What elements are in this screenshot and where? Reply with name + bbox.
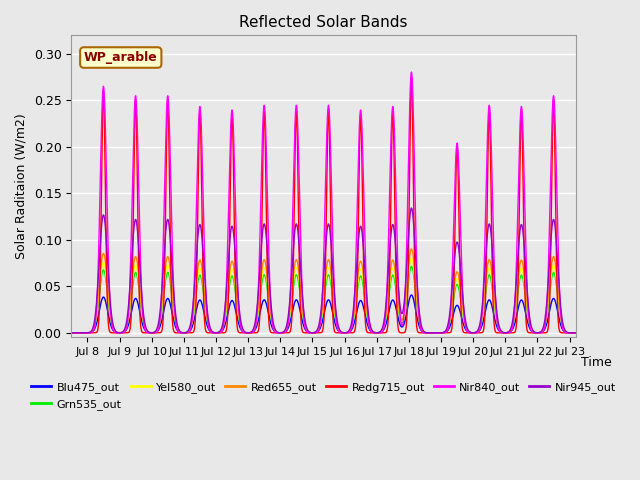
Grn535_out xyxy=(388,273,396,279)
Red655_out xyxy=(67,330,75,336)
Yel580_out xyxy=(408,255,415,261)
Line: Nir945_out: Nir945_out xyxy=(71,208,576,333)
Red655_out xyxy=(93,309,100,314)
Blu475_out xyxy=(366,327,374,333)
Yel580_out xyxy=(366,324,374,330)
Grn535_out xyxy=(442,329,449,335)
Redg715_out xyxy=(572,330,580,336)
Red655_out xyxy=(250,326,258,332)
Line: Grn535_out: Grn535_out xyxy=(71,266,576,333)
Blu475_out xyxy=(67,330,75,336)
Nir840_out xyxy=(366,326,374,332)
Yel580_out xyxy=(442,329,449,335)
Redg715_out xyxy=(388,127,396,132)
Grn535_out xyxy=(250,327,258,333)
Title: Reflected Solar Bands: Reflected Solar Bands xyxy=(239,15,408,30)
Grn535_out xyxy=(67,330,75,336)
Nir945_out xyxy=(408,205,415,211)
Red655_out xyxy=(468,330,476,336)
Nir840_out xyxy=(250,328,258,334)
Nir945_out xyxy=(442,328,449,334)
Blu475_out xyxy=(93,320,100,326)
Grn535_out xyxy=(468,330,476,336)
Blu475_out xyxy=(408,292,415,298)
X-axis label: Time: Time xyxy=(581,356,612,369)
Line: Nir840_out: Nir840_out xyxy=(71,72,576,333)
Redg715_out xyxy=(67,330,75,336)
Nir945_out xyxy=(572,330,580,336)
Text: WP_arable: WP_arable xyxy=(84,51,157,64)
Yel580_out xyxy=(468,330,476,336)
Blu475_out xyxy=(442,329,449,335)
Line: Red655_out: Red655_out xyxy=(71,249,576,333)
Nir945_out xyxy=(93,299,100,304)
Redg715_out xyxy=(468,330,476,336)
Nir945_out xyxy=(67,330,75,336)
Blu475_out xyxy=(468,330,476,336)
Line: Yel580_out: Yel580_out xyxy=(71,258,576,333)
Blu475_out xyxy=(572,330,580,336)
Grn535_out xyxy=(572,330,580,336)
Yel580_out xyxy=(93,311,100,317)
Line: Redg715_out: Redg715_out xyxy=(71,77,576,333)
Grn535_out xyxy=(408,264,415,269)
Nir945_out xyxy=(250,324,258,330)
Nir945_out xyxy=(468,330,476,336)
Legend: Blu475_out, Grn535_out, Yel580_out, Red655_out, Redg715_out, Nir840_out, Nir945_: Blu475_out, Grn535_out, Yel580_out, Red6… xyxy=(27,378,621,414)
Nir840_out xyxy=(442,330,449,336)
Nir945_out xyxy=(388,224,396,229)
Yel580_out xyxy=(572,330,580,336)
Redg715_out xyxy=(408,74,415,80)
Nir840_out xyxy=(468,330,476,336)
Yel580_out xyxy=(388,266,396,272)
Nir945_out xyxy=(366,321,374,327)
Yel580_out xyxy=(250,326,258,332)
Blu475_out xyxy=(388,298,396,303)
Red655_out xyxy=(442,329,449,335)
Redg715_out xyxy=(366,330,374,336)
Y-axis label: Solar Raditaion (W/m2): Solar Raditaion (W/m2) xyxy=(15,114,28,259)
Grn535_out xyxy=(93,313,100,319)
Redg715_out xyxy=(93,329,100,335)
Yel580_out xyxy=(67,330,75,336)
Redg715_out xyxy=(442,330,449,336)
Red655_out xyxy=(366,324,374,330)
Nir840_out xyxy=(93,303,100,309)
Grn535_out xyxy=(366,325,374,331)
Red655_out xyxy=(408,246,415,252)
Nir840_out xyxy=(572,330,580,336)
Nir840_out xyxy=(388,111,396,117)
Red655_out xyxy=(388,259,396,264)
Line: Blu475_out: Blu475_out xyxy=(71,295,576,333)
Nir840_out xyxy=(67,330,75,336)
Blu475_out xyxy=(250,328,258,334)
Redg715_out xyxy=(250,330,258,336)
Red655_out xyxy=(572,330,580,336)
Nir840_out xyxy=(408,69,415,75)
